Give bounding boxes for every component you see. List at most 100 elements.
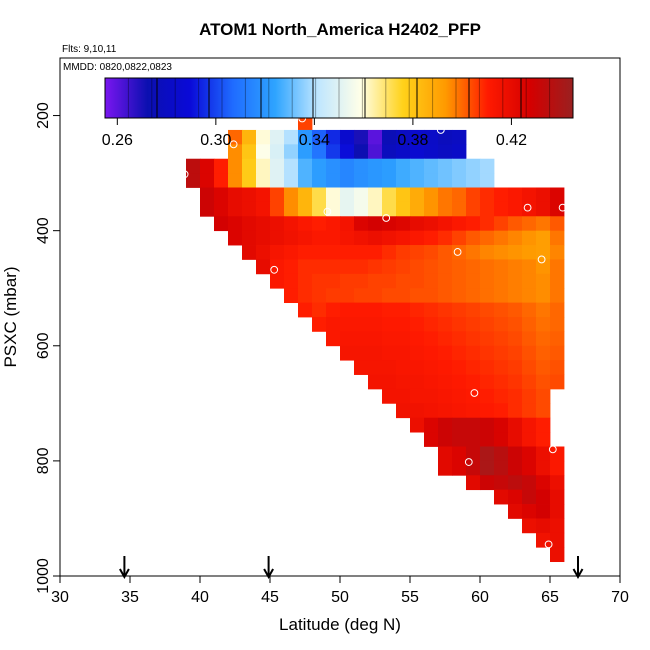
colorbar-border [104,77,574,119]
heatmap-cell [214,187,229,203]
heatmap-cell [508,273,523,289]
heatmap-cell [550,532,565,548]
heatmap-cell [522,187,537,203]
down-arrow-head [572,568,584,580]
heatmap-cell [466,317,481,332]
sample-point [270,265,279,274]
heatmap-cell [480,331,495,347]
heatmap-cell [298,115,313,131]
heatmap-cell [326,129,341,145]
heatmap-cell [312,187,327,203]
heatmap-cell [326,230,341,246]
heatmap-cell [494,345,509,361]
heatmap-cell [298,201,313,217]
heatmap-cell [298,216,313,232]
heatmap-cell [494,489,509,505]
heatmap-cell [382,388,397,404]
sample-point [548,445,557,454]
heatmap-cell [508,446,523,462]
heatmap-cell [438,129,453,145]
heatmap-cell [438,432,453,447]
heatmap-cell [340,216,355,232]
heatmap-cell [354,273,369,289]
heatmap-cell [522,345,537,361]
heatmap-cell [270,201,285,217]
y-tick-label: 600 [35,332,52,359]
heatmap-cell [410,158,425,174]
heatmap-cell [452,129,467,145]
heatmap-cell [494,302,509,318]
sample-point [281,355,290,364]
heatmap-cell [242,144,257,160]
heatmap-cell [508,388,523,404]
heatmap-cell [424,432,439,447]
heatmap-cell [550,446,565,462]
heatmap-cell [396,129,411,145]
heatmap-cell [536,417,551,433]
heatmap-cell [508,475,523,491]
heatmap-cell [536,302,551,318]
heatmap-cell [354,158,369,174]
heatmap-cell [536,460,551,476]
heatmap-cell [550,504,565,519]
heatmap-cell [522,403,537,419]
heatmap-cell [368,345,383,361]
down-arrow-icon [119,556,130,580]
heatmap-cell [354,360,369,375]
down-arrow-head [119,568,130,580]
heatmap-cell [522,245,537,260]
heatmap-cell [340,302,355,318]
heatmap-cell [494,317,509,332]
heatmap-cell [368,216,383,232]
heatmap-cell [382,331,397,347]
heatmap-cell [368,201,383,217]
heatmap-cell [298,173,313,188]
heatmap-cell [508,288,523,304]
heatmap-cell [522,518,537,534]
heatmap-cell [480,302,495,318]
heatmap-cell [536,187,551,203]
heatmap-cell [368,317,383,332]
heatmap-cell [466,259,481,275]
heatmap-cell [354,173,369,188]
heatmap-cell [452,173,467,188]
heatmap-cell [466,432,481,447]
heatmap-cell [298,288,313,304]
heatmap-cell [452,216,467,232]
heatmap-cell [550,187,565,203]
heatmap-cell [452,230,467,246]
heatmap-cell [396,259,411,275]
heatmap-cell [494,201,509,217]
heatmap-cell [256,144,271,160]
heatmap-cell [522,331,537,347]
heatmap-cell [466,230,481,246]
heatmap-cell [312,129,327,145]
heatmap-cell [550,360,565,375]
heatmap-cell [452,201,467,217]
heatmap-cell [480,158,495,174]
heatmap-cell [368,173,383,188]
heatmap-cell [494,460,509,476]
heatmap-cell [494,374,509,390]
heatmap-cell [438,417,453,433]
heatmap-cell [466,360,481,375]
heatmap-cell [466,374,481,390]
heatmap-cell [494,403,509,419]
x-tick-label: 35 [121,589,139,606]
heatmap-cell [466,403,481,419]
heatmap-cell [382,302,397,318]
heatmap-cell [438,360,453,375]
heatmap-cell [536,504,551,519]
heatmap-cell [522,216,537,232]
heatmap-cell [480,216,495,232]
heatmap-cell [480,259,495,275]
heatmap-cell [550,547,565,563]
heatmap-cell [536,518,551,534]
heatmap-cell [438,187,453,203]
heatmap-cell [200,187,215,203]
heatmap-cell [452,317,467,332]
heatmap-cell [256,129,271,145]
heatmap-cell [522,460,537,476]
x-tick-label: 45 [261,589,279,606]
heatmap-cell [424,345,439,361]
